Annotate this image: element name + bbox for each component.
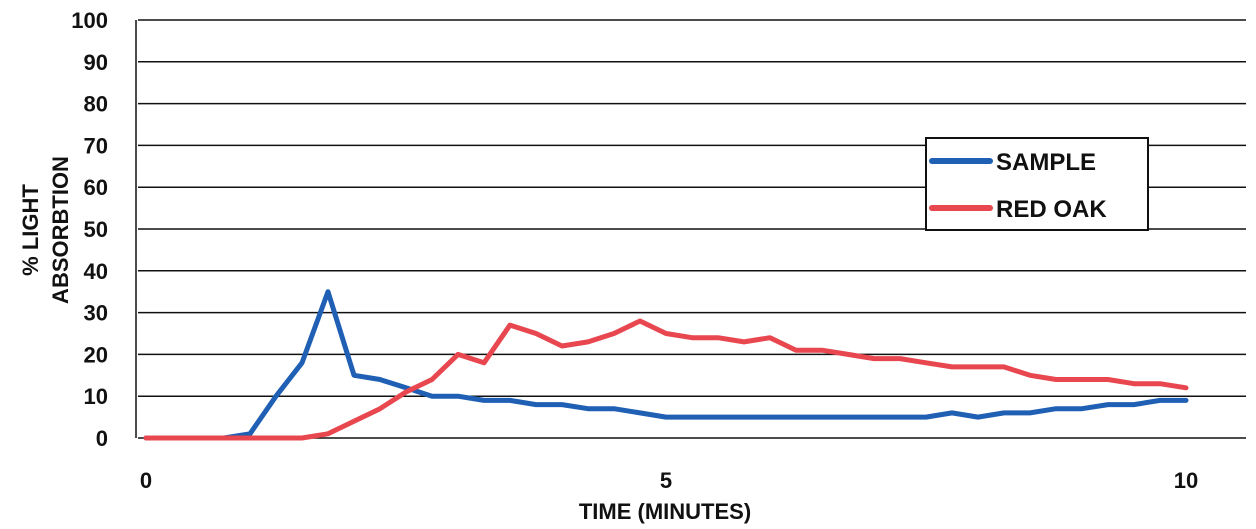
y-tick-label: 30: [84, 301, 108, 326]
x-tick-label: 0: [140, 468, 152, 493]
y-tick-label: 60: [84, 175, 108, 200]
y-tick-labels: 0 10 20 30 40 50 60 70 80 90 100: [71, 8, 108, 451]
legend: SAMPLE RED OAK: [925, 137, 1149, 231]
y-tick-label: 100: [71, 8, 108, 33]
y-tick-label: 50: [84, 217, 108, 242]
x-tick-label: 10: [1174, 468, 1198, 493]
legend-label-red-oak: RED OAK: [996, 196, 1107, 223]
x-tick-labels: 0 5 10: [140, 468, 1198, 493]
legend-box: [925, 137, 1149, 231]
x-axis-title: TIME (MINUTES): [579, 499, 751, 524]
y-tick-label: 90: [84, 50, 108, 75]
y-tick-label: 40: [84, 259, 108, 284]
legend-label-sample: SAMPLE: [996, 149, 1096, 176]
y-tick-label: 20: [84, 342, 108, 367]
y-tick-label: 80: [84, 92, 108, 117]
series-lines: [143, 289, 1189, 441]
y-tick-label: 70: [84, 133, 108, 158]
y-axis-title-line-1: % LIGHT: [18, 184, 43, 276]
y-axis-title-line-2: ABSORBTION: [48, 156, 73, 304]
series-line-sample: [143, 289, 1189, 441]
y-axis-title: % LIGHT ABSORBTION: [18, 156, 73, 304]
x-tick-label: 5: [660, 468, 672, 493]
grid-lines: [135, 19, 1246, 439]
series-line-red-oak: [143, 318, 1189, 441]
y-tick-label: 0: [96, 426, 108, 451]
y-tick-label: 10: [84, 384, 108, 409]
